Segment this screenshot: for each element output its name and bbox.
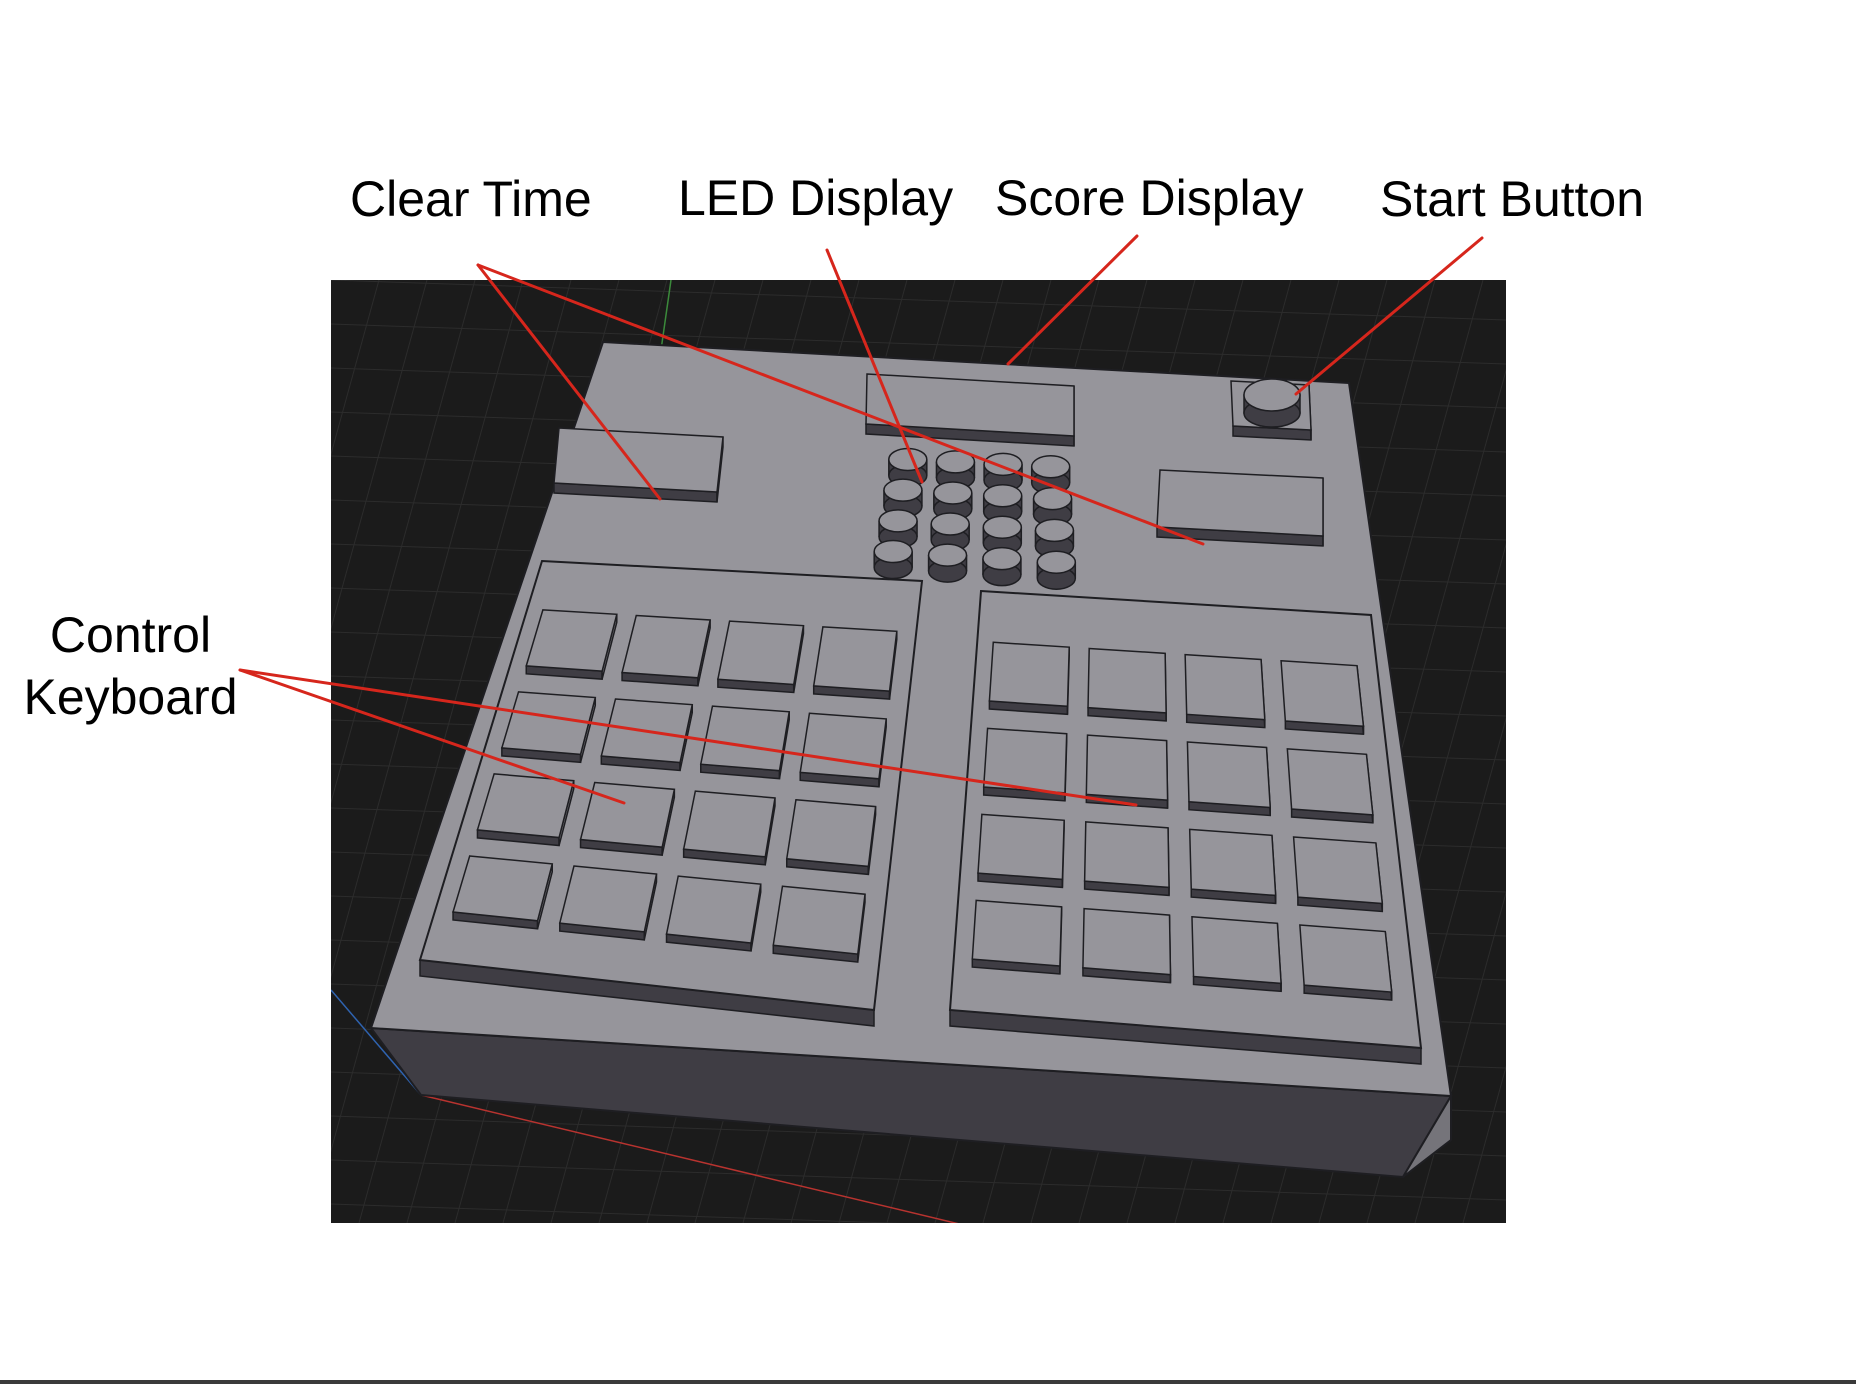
led-button xyxy=(878,509,918,533)
left-keypad-key xyxy=(452,855,554,922)
start-button xyxy=(1243,378,1301,412)
grid-line xyxy=(331,280,524,979)
left-keypad-key xyxy=(525,609,618,672)
right-keypad-key xyxy=(1184,653,1266,721)
right-keypad-key xyxy=(988,641,1070,708)
right-keypad-key xyxy=(1083,821,1170,889)
grid-line xyxy=(331,280,380,456)
grid-line xyxy=(331,280,428,631)
left-keypad-key xyxy=(579,781,676,848)
right-keypad-key xyxy=(1186,741,1272,809)
control-keyboard-callout-line xyxy=(238,668,1138,807)
led-button xyxy=(1030,455,1071,479)
right-keypad-key xyxy=(1299,924,1393,993)
led-button xyxy=(982,546,1022,571)
clear-time-display xyxy=(553,427,724,493)
left-keypad-key xyxy=(772,885,866,955)
start-button-callout-line xyxy=(1294,236,1484,396)
right-keypad-key xyxy=(1085,734,1169,801)
right-keypad-key xyxy=(1286,748,1374,816)
left-keypad-key xyxy=(558,865,658,933)
grid-line xyxy=(331,1159,1506,1201)
right-keypad-key xyxy=(977,813,1065,881)
left-keypad-key xyxy=(500,691,597,756)
right-keypad-key xyxy=(1191,915,1282,985)
right-keypad-key xyxy=(1280,659,1365,728)
bottom-border xyxy=(0,1380,1856,1384)
grid-line xyxy=(331,280,476,805)
left-keypad-key xyxy=(716,620,805,686)
grid-line xyxy=(331,280,1506,321)
left-keypad-key xyxy=(621,614,712,679)
left-keypad-key xyxy=(682,790,776,858)
right-keypad-key xyxy=(1188,828,1277,897)
led-button xyxy=(1034,518,1075,543)
right-keypad-key xyxy=(971,899,1063,967)
x-axis-line xyxy=(420,1094,959,1223)
left-keypad-key xyxy=(665,875,762,944)
clear-time-callout-line xyxy=(476,263,662,501)
right-keypad-key xyxy=(1292,836,1384,905)
left-keypad-key xyxy=(476,773,575,839)
top-display xyxy=(865,373,1075,437)
right-keypad-key xyxy=(1087,647,1167,714)
3d-viewport xyxy=(331,280,1506,1223)
z-axis-line xyxy=(331,989,422,1096)
led-button xyxy=(935,450,976,474)
device-parts xyxy=(452,373,1393,1001)
clear-time-callout-line xyxy=(476,263,1205,546)
led-button xyxy=(933,481,973,505)
right-keypad-key xyxy=(1082,907,1172,976)
grid-line xyxy=(331,280,572,1153)
led-button xyxy=(883,478,923,502)
led-button xyxy=(1036,550,1077,574)
left-keypad-key xyxy=(812,626,898,692)
led-display-callout-line xyxy=(825,248,924,484)
led-button xyxy=(982,515,1023,539)
left-keypad-key xyxy=(699,705,791,772)
score-display-callout-line xyxy=(1006,234,1139,366)
y-axis-line xyxy=(660,280,672,351)
grid-line xyxy=(331,1203,904,1223)
viewport-axes xyxy=(331,280,959,1223)
led-button xyxy=(873,539,913,564)
led-button xyxy=(930,512,970,536)
score-display xyxy=(1156,469,1324,537)
grid-line xyxy=(331,323,1506,365)
grid-line xyxy=(1414,891,1506,1223)
control-keyboard-callout-line xyxy=(238,668,626,805)
left-keypad-key xyxy=(799,712,888,780)
led-button xyxy=(927,543,968,567)
device-right-face xyxy=(1402,1092,1452,1178)
device-model xyxy=(331,280,1506,1223)
left-keypad-key xyxy=(785,798,877,868)
led-button xyxy=(982,484,1023,508)
